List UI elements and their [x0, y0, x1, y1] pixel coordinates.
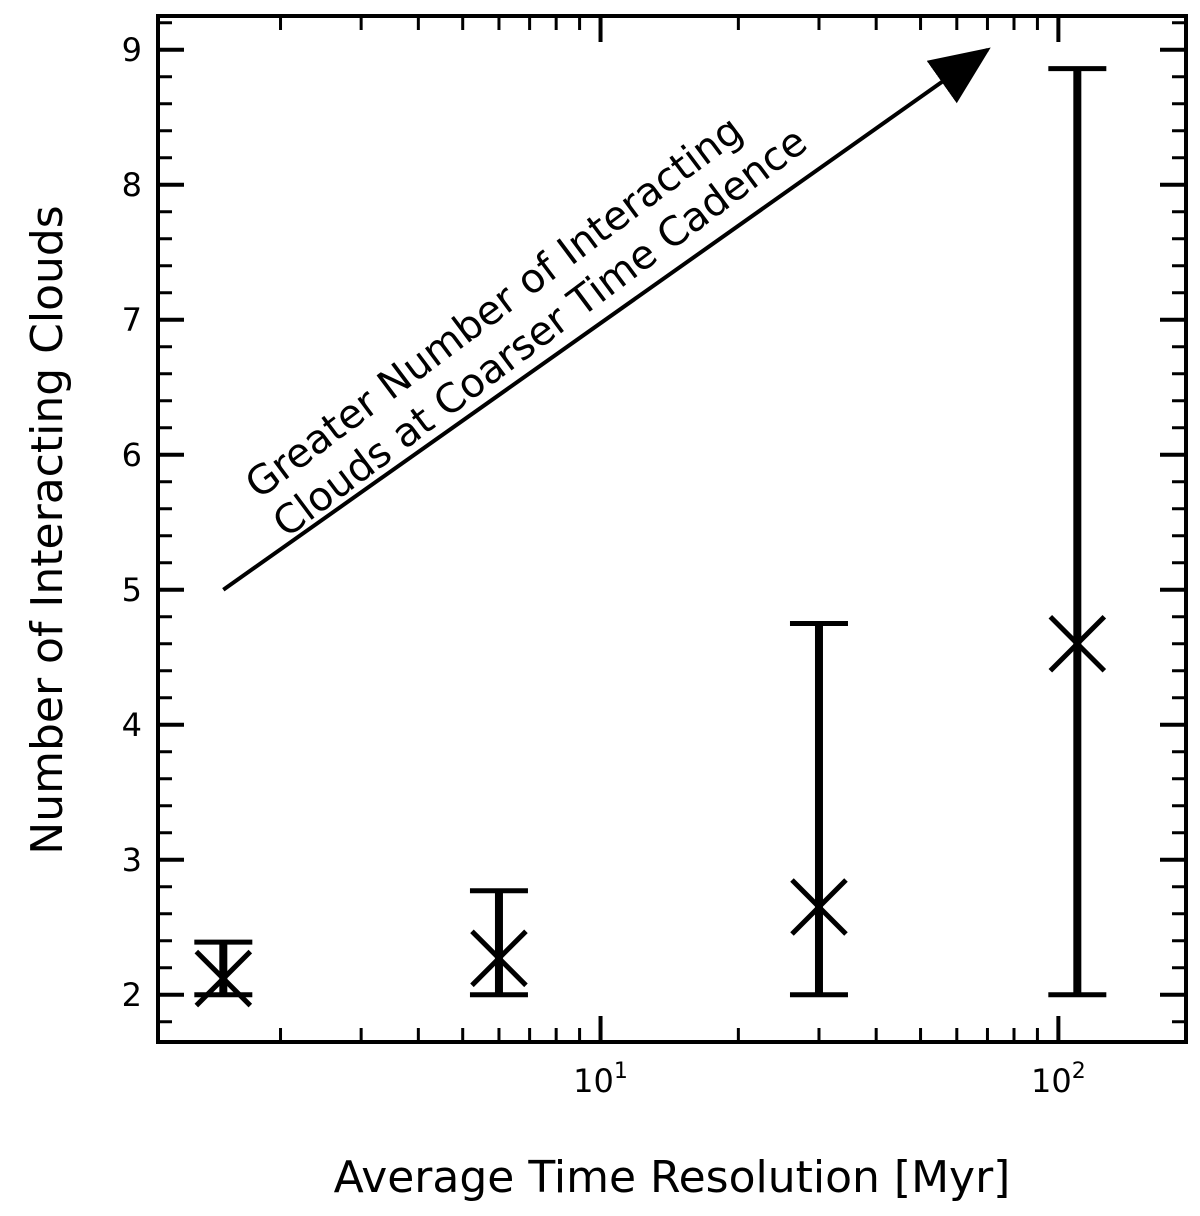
labels-layer: 2 3 4 5 6 7 8 9 101 102: [122, 31, 1086, 1100]
y-tick-label: 9: [122, 31, 142, 69]
annotation-arrow: [222, 47, 991, 592]
x-axis-title: Average Time Resolution [Myr]: [334, 1152, 1011, 1203]
annotation-line-2: Clouds at Coarser Time Cadence: [265, 118, 816, 546]
ticks-layer: [158, 16, 1186, 1042]
y-tick-label: 2: [122, 976, 142, 1014]
annotation-line-1: Greater Number of Interacting: [237, 107, 751, 508]
y-tick-label: 7: [122, 301, 142, 339]
markers-layer: [194, 614, 1107, 1008]
data-point-marker-arm: [470, 929, 528, 988]
y-tick-label: 6: [122, 436, 142, 474]
data-point-marker-arm: [790, 878, 848, 936]
y-axis-title: Number of Interacting Clouds: [22, 205, 73, 854]
y-tick-label: 3: [122, 841, 142, 879]
plot-frame: [156, 14, 1188, 1044]
x-tick-label: 101: [573, 1059, 628, 1100]
errorbars-layer: [194, 66, 1107, 998]
annotation-layer: Greater Number of Interacting Clouds at …: [222, 47, 991, 592]
y-tick-label: 5: [122, 571, 142, 609]
data-point-marker-arm: [194, 949, 253, 1008]
x-tick-label: 102: [1031, 1059, 1086, 1100]
y-tick-label: 4: [122, 706, 142, 744]
data-point-marker-arm: [1048, 614, 1107, 673]
y-tick-label: 8: [122, 166, 142, 204]
